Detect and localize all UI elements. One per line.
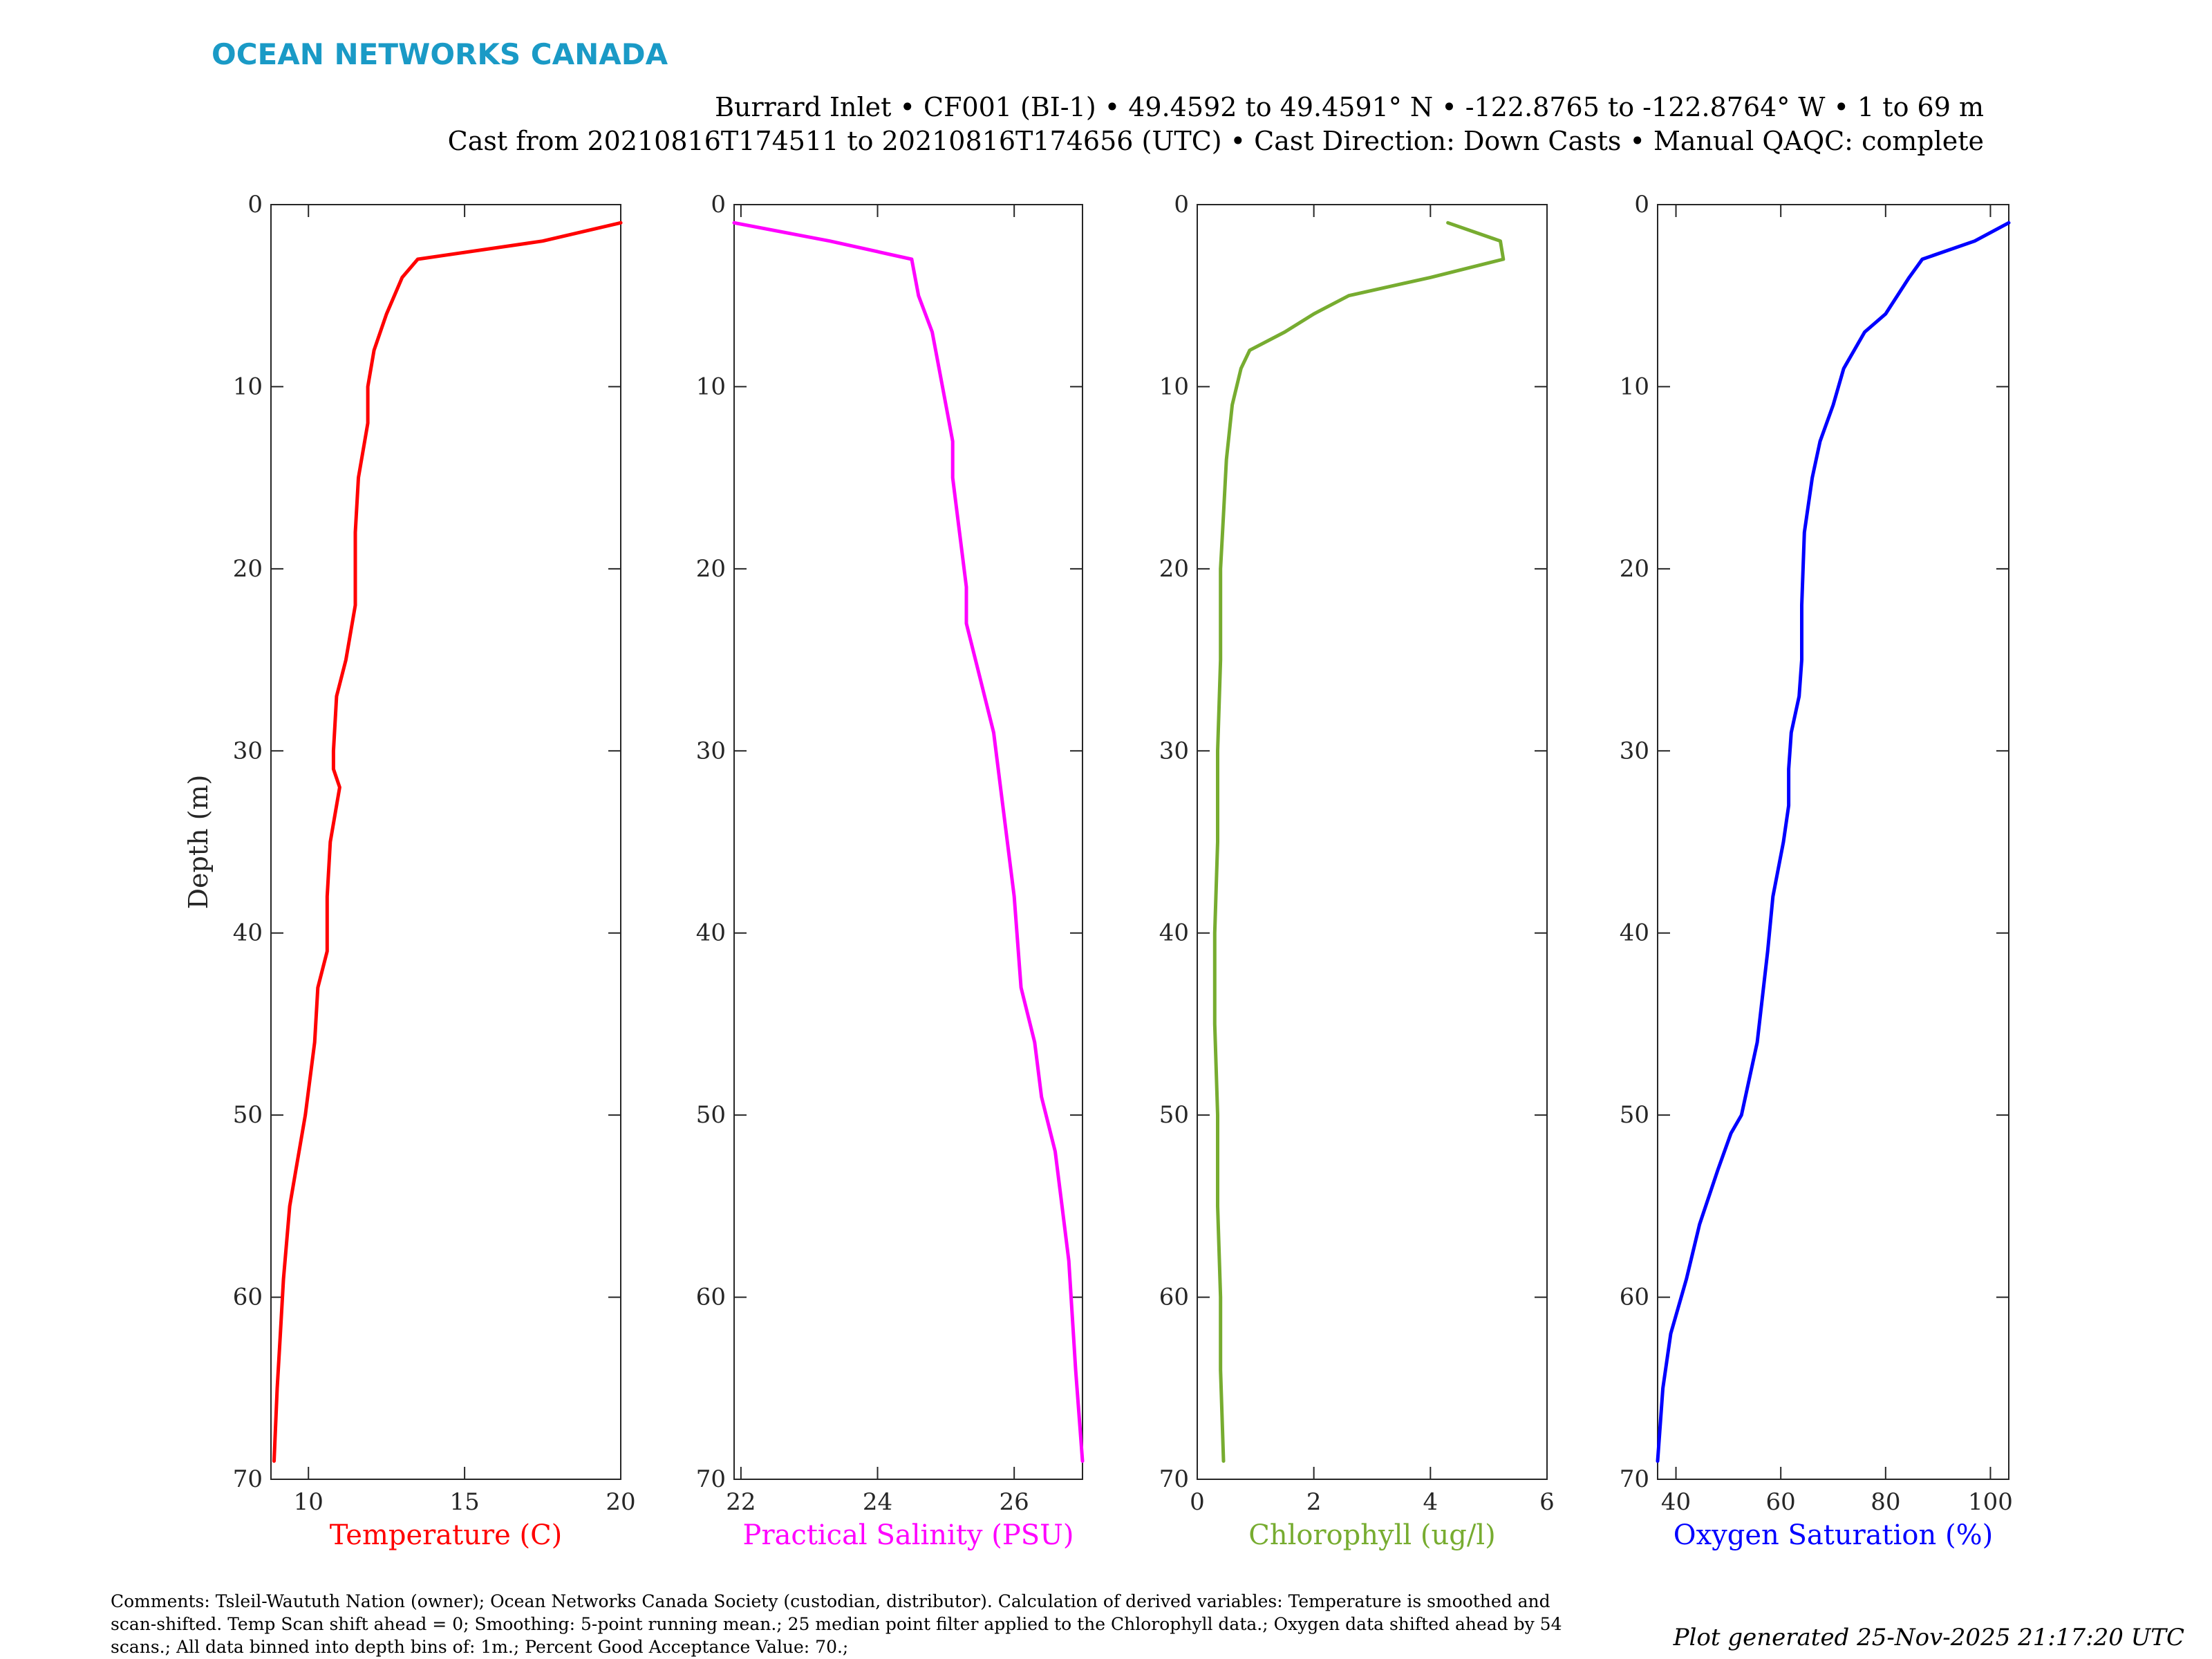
y-tick-label: 70 [696,1465,726,1493]
panel-1: 0 10 20 30 40 50 60 70 10 15 20 Temperature (C) Dept… [183,191,636,1551]
y-tick-label: 20 [1159,555,1189,583]
x-tick-label: 22 [726,1488,756,1516]
y-tick-label: 20 [233,555,263,583]
x-tick-label: 60 [1766,1488,1796,1516]
y-tick-label: 0 [247,191,263,218]
x-tick-label: 40 [1661,1488,1691,1516]
x-axis-label: Chlorophyll (ug/l) [1248,1519,1496,1551]
y-tick-label: 10 [696,373,726,400]
comments-line-2: scan-shifted. Temp Scan shift ahead = 0;… [111,1614,1562,1634]
y-tick-label: 60 [696,1284,726,1311]
x-axis-label: Oxygen Saturation (%) [1674,1519,1993,1551]
y-tick-label: 40 [233,919,263,947]
y-tick-label: 60 [1620,1284,1649,1311]
y-tick-label: 60 [1159,1284,1189,1311]
series-line [1212,221,1506,1463]
y-tick-label: 30 [1159,737,1189,765]
y-tick-label: 70 [1159,1465,1189,1493]
header-line-1: Burrard Inlet • CF001 (BI-1) • 49.4592 t… [715,92,1984,122]
x-tick-label: 15 [449,1488,479,1516]
x-axis-label: Practical Salinity (PSU) [743,1519,1074,1551]
x-tick-label: 10 [294,1488,324,1516]
y-tick-label: 20 [696,555,726,583]
y-tick-label: 20 [1620,555,1649,583]
x-tick-label: 4 [1423,1488,1438,1516]
y-tick-label: 10 [233,373,263,400]
y-tick-label: 40 [1159,919,1189,947]
axes-box [733,204,1083,1480]
x-tick-label: 6 [1539,1488,1555,1516]
x-tick-label: 2 [1306,1488,1322,1516]
y-tick-label: 0 [1634,191,1649,218]
y-tick-label: 30 [696,737,726,765]
y-tick-label: 30 [1620,737,1649,765]
y-tick-label: 10 [1620,373,1649,400]
x-axis-label: Temperature (C) [330,1519,563,1551]
axes-box [270,204,621,1480]
y-tick-label: 50 [1620,1101,1649,1129]
x-tick-label: 0 [1190,1488,1205,1516]
logo-text: OCEAN NETWORKS CANADA [212,37,668,71]
series-line [272,221,623,1463]
header-line-2: Cast from 20210816T174511 to 20210816T17… [448,126,1984,156]
y-tick-label: 50 [1159,1101,1189,1129]
y-tick-label: 30 [233,737,263,765]
series-line [1656,221,2011,1463]
y-tick-label: 70 [1620,1465,1649,1493]
y-tick-label: 0 [1174,191,1189,218]
axes-box [1197,204,1548,1480]
y-tick-label: 40 [696,919,726,947]
y-tick-label: 60 [233,1284,263,1311]
x-tick-label: 24 [863,1488,892,1516]
axes-box [1657,204,2009,1480]
y-tick-label: 50 [696,1101,726,1129]
y-tick-label: 50 [233,1101,263,1129]
comments-line-1: Comments: Tsleil-Waututh Nation (owner);… [111,1591,1550,1611]
y-tick-label: 0 [711,191,726,218]
x-tick-label: 26 [1000,1488,1029,1516]
x-tick-label: 100 [1968,1488,2013,1516]
comments-line-3: scans.; All data binned into depth bins … [111,1637,848,1657]
x-tick-label: 20 [606,1488,635,1516]
plot-generated-timestamp: Plot generated 25-Nov-2025 21:17:20 UTC [1673,1624,2184,1651]
y-tick-label: 10 [1159,373,1189,400]
y-tick-label: 70 [233,1465,263,1493]
y-axis-label: Depth (m) [183,775,214,910]
y-tick-label: 40 [1620,919,1649,947]
panel-4: 0 10 20 30 40 50 60 70 40 60 80 100 Oxygen Saturatio… [1620,191,2013,1551]
series-line [732,221,1085,1463]
x-tick-label: 80 [1871,1488,1900,1516]
